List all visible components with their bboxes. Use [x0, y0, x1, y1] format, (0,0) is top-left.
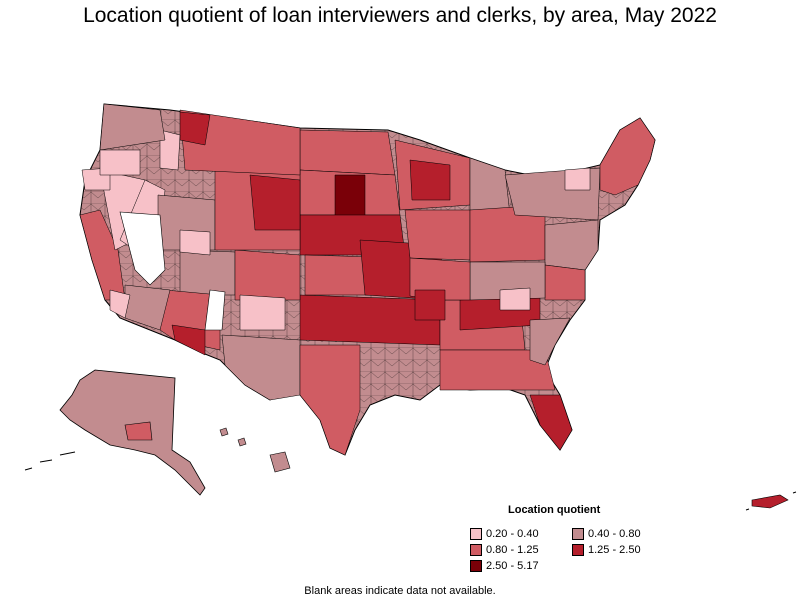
alaska-southcentral-area — [124, 421, 153, 441]
virgin-islands — [745, 491, 797, 511]
puerto-rico-region — [751, 494, 789, 509]
area-patches — [79, 103, 656, 456]
nevada-blank-area — [119, 211, 166, 286]
map-title: Location quotient of loan interviewers a… — [83, 4, 717, 27]
legend-item-0: 0.20 - 0.40 — [470, 528, 539, 540]
aleutian-islands — [24, 451, 76, 471]
legend-swatch-0 — [470, 528, 482, 540]
legend-label-0: 0.20 - 0.40 — [486, 528, 539, 540]
legend-label-2: 0.80 - 1.25 — [486, 544, 539, 556]
legend-swatch-3 — [572, 544, 584, 556]
legend-label-1: 0.40 - 0.80 — [588, 528, 641, 540]
legend-title: Location quotient — [508, 504, 601, 516]
legend-swatch-1 — [572, 528, 584, 540]
legend-label-3: 1.25 - 2.50 — [588, 544, 641, 556]
footnote: Blank areas indicate data not available. — [304, 585, 496, 597]
hawaii-region — [219, 427, 291, 473]
legend-item-4: 2.50 - 5.17 — [470, 560, 539, 572]
legend-item-2: 0.80 - 1.25 — [470, 544, 539, 556]
legend-label-4: 2.50 - 5.17 — [486, 560, 539, 572]
legend-swatch-4 — [470, 560, 482, 572]
legend-item-1: 0.40 - 0.80 — [572, 528, 641, 540]
new-mexico-blank-area — [204, 289, 226, 331]
legend-item-3: 1.25 - 2.50 — [572, 544, 641, 556]
legend-swatch-2 — [470, 544, 482, 556]
